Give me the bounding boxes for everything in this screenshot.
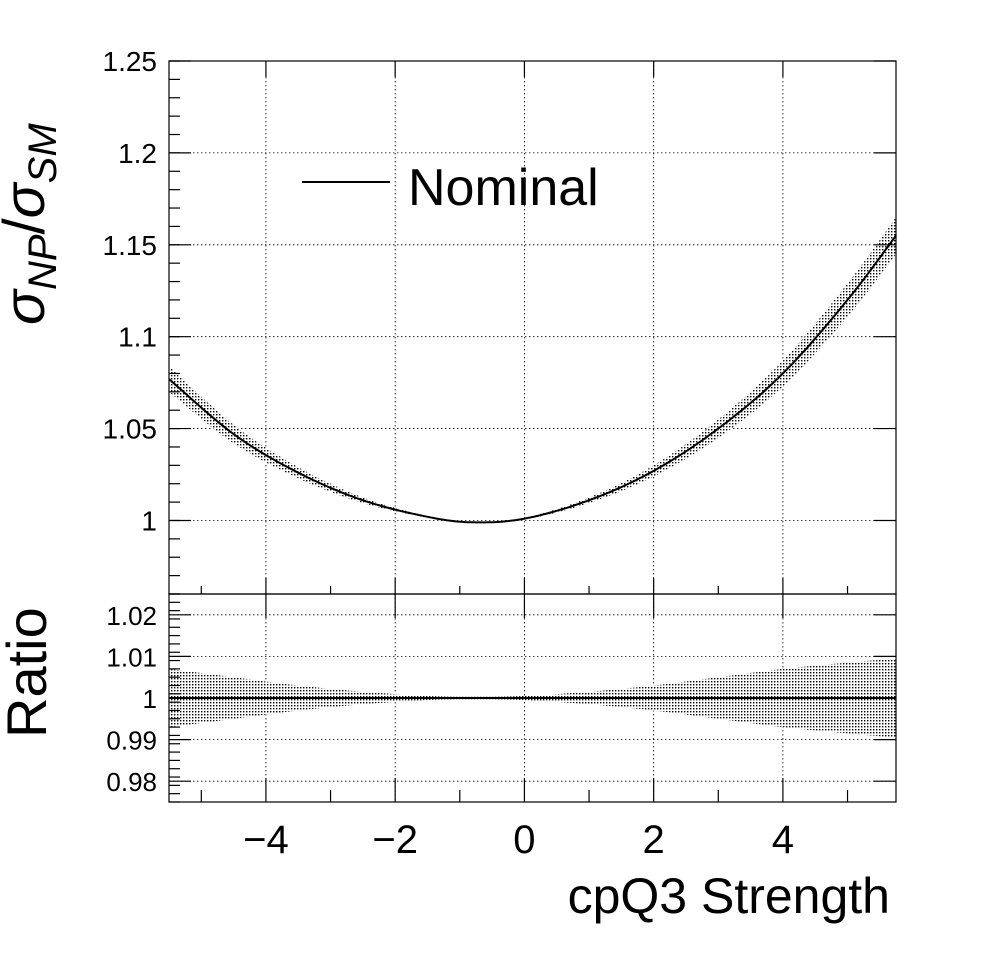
ylabel-slash: /	[0, 217, 57, 234]
x-tick-label: 2	[643, 818, 665, 862]
ratio-x-ticks: −4 −2 0 2 4	[200, 594, 849, 862]
main-frame	[168, 60, 897, 595]
y-tick-label: 1.01	[106, 642, 157, 672]
y-tick-label: 1.1	[118, 322, 157, 353]
x-axis-label: cpQ3 Strength	[568, 868, 890, 924]
x-tick-label: 0	[513, 818, 535, 862]
legend-label-nominal: Nominal	[408, 159, 599, 217]
y-tick-label: 1.25	[103, 46, 158, 77]
ratio-frame	[168, 593, 897, 803]
main-x-ticks	[200, 61, 849, 594]
ylabel-sub-np: NP	[21, 234, 65, 290]
ylabel-sigma-np: σ	[0, 288, 57, 325]
x-tick-label: −4	[243, 818, 289, 862]
y-tick-label: 1.02	[106, 601, 157, 631]
y-tick-label: 1.2	[118, 138, 157, 169]
main-y-axis-label: σNP/σSM	[0, 123, 65, 325]
main-nominal-line	[168, 235, 897, 524]
main-y-ticks: 1 1.05 1.1 1.15 1.2 1.25	[103, 46, 896, 595]
y-tick-label: 1	[141, 505, 157, 536]
main-grid	[169, 60, 896, 594]
y-tick-label: 1.15	[103, 230, 158, 261]
ylabel-sigma-sm: σ	[0, 181, 57, 218]
x-tick-label: −2	[372, 818, 418, 862]
ratio-y-axis-label: Ratio	[0, 607, 58, 738]
y-tick-label: 1.05	[103, 414, 158, 445]
legend: Nominal	[302, 159, 599, 217]
ratio-y-ticks: 0.98 0.99 1 1.01 1.02	[106, 593, 896, 803]
y-tick-label: 0.99	[106, 726, 157, 756]
y-tick-label: 0.98	[106, 767, 157, 797]
ratio-panel: 0.98 0.99 1 1.01 1.02 −4 −2 0 2 4 Ratio cpQ3 Str…	[0, 593, 897, 924]
x-tick-label: 4	[772, 818, 794, 862]
y-tick-label: 1	[143, 684, 157, 714]
svg-text:σNP/σSM: σNP/σSM	[0, 123, 65, 325]
nominal-line	[168, 235, 897, 524]
ylabel-sub-sm: SM	[21, 123, 65, 184]
main-panel: 11.051.11.151.21.25 Nominal σNP/σSM	[0, 46, 897, 595]
